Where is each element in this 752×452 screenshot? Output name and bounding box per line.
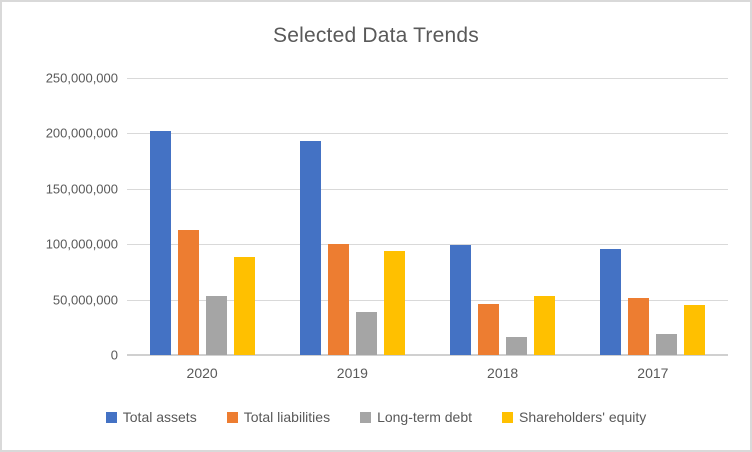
legend-label: Total liabilities — [243, 409, 331, 425]
bar-2020-total-assets — [149, 131, 171, 355]
x-tick-label-2020: 2020 — [186, 365, 218, 381]
gridline — [127, 133, 728, 135]
bar-2017-total-assets — [600, 249, 622, 355]
x-tick-label-2019: 2019 — [336, 365, 368, 381]
bar-2019-shareholders-equity — [383, 251, 405, 355]
bar-2019-total-assets — [299, 141, 321, 355]
bar-2020-shareholders-equity — [233, 257, 255, 355]
legend-swatch-icon — [105, 411, 117, 423]
legend: Total assets Total liabilities Long-term d… — [2, 409, 750, 425]
bar-2017-long-term-debt — [656, 334, 678, 355]
bar-group-2017 — [578, 78, 728, 355]
bar-2017-shareholders-equity — [684, 305, 706, 355]
bar-2020-total-liabilities — [177, 230, 199, 355]
plot-area — [127, 78, 728, 356]
y-tick-label: 150,000,000 — [45, 181, 118, 197]
bar-group-2019 — [277, 78, 427, 355]
bar-2019-long-term-debt — [355, 312, 377, 355]
gridline — [127, 244, 728, 246]
chart-title: Selected Data Trends — [273, 24, 479, 47]
x-tick-label-2017: 2017 — [637, 365, 669, 381]
x-axis: 2020 2019 2018 2017 — [127, 365, 728, 381]
legend-label: Shareholders' equity — [519, 409, 647, 425]
legend-item-long-term-debt: Long-term debt — [360, 409, 472, 425]
gridline — [127, 299, 728, 301]
bar-group-2018 — [428, 78, 578, 355]
legend-label: Long-term debt — [377, 409, 473, 425]
bar-2018-shareholders-equity — [534, 296, 556, 355]
gridline — [127, 188, 728, 190]
x-tick-label-2018: 2018 — [487, 365, 519, 381]
bar-2018-total-assets — [450, 245, 472, 355]
bar-2017-total-liabilities — [628, 298, 650, 355]
legend-swatch-icon — [226, 411, 238, 423]
y-tick-label: 0 — [110, 347, 118, 363]
bar-group-2020 — [127, 78, 277, 355]
x-axis-line — [127, 354, 728, 356]
y-tick-label: 200,000,000 — [45, 125, 118, 141]
legend-item-total-liabilities: Total liabilities — [226, 409, 331, 425]
y-tick-label: 100,000,000 — [45, 236, 118, 252]
bar-2018-total-liabilities — [478, 304, 500, 355]
legend-item-shareholders-equity: Shareholders' equity — [502, 409, 646, 425]
legend-item-total-assets: Total assets — [105, 409, 197, 425]
bar-2018-long-term-debt — [506, 337, 528, 355]
bars-layer — [127, 78, 728, 355]
y-tick-label: 50,000,000 — [52, 292, 118, 308]
bar-2019-total-liabilities — [327, 244, 349, 355]
y-axis: 250,000,000 200,000,000 150,000,000 100,000… — [2, 71, 118, 363]
y-tick-label: 250,000,000 — [45, 70, 118, 86]
legend-swatch-icon — [360, 411, 372, 423]
gridline — [127, 78, 728, 79]
bar-2020-long-term-debt — [205, 296, 227, 355]
legend-label: Total assets — [122, 409, 197, 425]
legend-swatch-icon — [502, 411, 514, 423]
